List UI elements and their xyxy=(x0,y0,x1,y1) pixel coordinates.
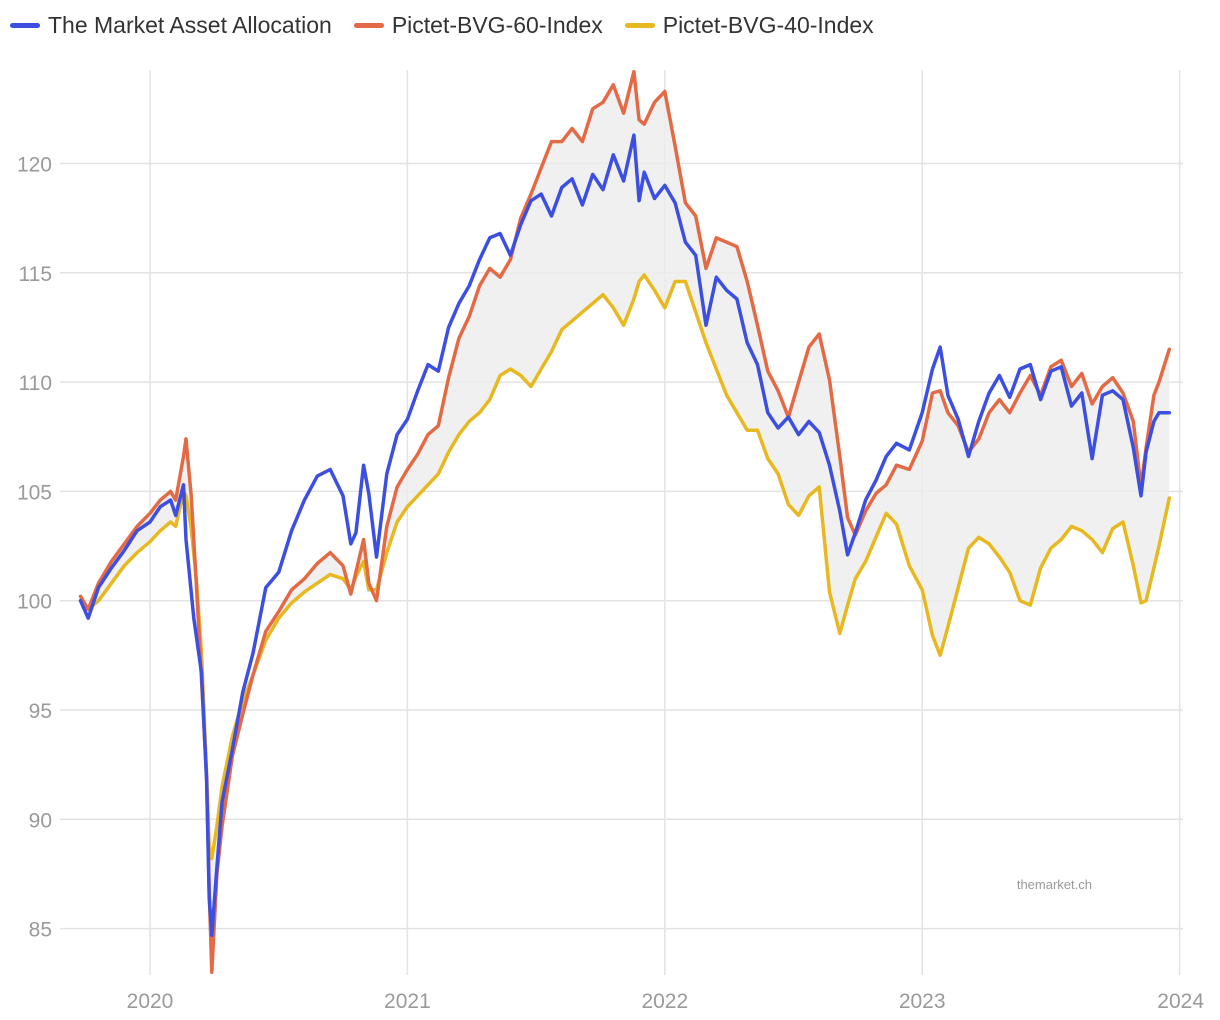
y-axis: 85 90 95 100 105 110 115 120 xyxy=(17,154,52,942)
y-tick-label: 100 xyxy=(17,591,52,614)
legend-swatch-market-asset-allocation xyxy=(10,23,40,28)
x-tick-label: 2021 xyxy=(384,990,431,1013)
y-tick-label: 115 xyxy=(19,263,52,286)
legend-swatch-bvg-40 xyxy=(624,23,655,28)
legend-item-market-asset-allocation[interactable]: The Market Asset Allocation xyxy=(10,12,332,39)
range-band xyxy=(80,71,1170,973)
legend-item-bvg-60[interactable]: Pictet-BVG-60-Index xyxy=(353,12,603,39)
x-tick-label: 2020 xyxy=(127,990,174,1013)
x-tick-label: 2022 xyxy=(641,990,688,1013)
y-tick-label: 110 xyxy=(19,372,52,395)
watermark-annotation: themarket.ch xyxy=(1017,877,1092,892)
legend-item-bvg-40[interactable]: Pictet-BVG-40-Index xyxy=(624,12,874,39)
legend-label-bvg-60: Pictet-BVG-60-Index xyxy=(391,12,603,38)
series-layer xyxy=(78,69,1172,975)
y-tick-label: 105 xyxy=(17,481,52,504)
legend-label-bvg-40: Pictet-BVG-40-Index xyxy=(662,12,874,38)
y-tick-label: 120 xyxy=(17,154,52,177)
y-tick-label: 90 xyxy=(29,809,52,832)
legend-swatch-bvg-60 xyxy=(353,23,384,28)
x-axis: 2020 2021 2022 2023 2024 xyxy=(127,990,1205,1013)
legend-label-market-asset-allocation: The Market Asset Allocation xyxy=(48,12,332,38)
series-line-bvg-60[interactable] xyxy=(78,69,1172,975)
legend: The Market Asset Allocation Pictet-BVG-6… xyxy=(10,12,874,39)
y-tick-label: 85 xyxy=(29,919,52,942)
series-line-market-asset-allocation[interactable] xyxy=(78,133,1172,937)
x-tick-label: 2024 xyxy=(1157,990,1204,1013)
x-tick-label: 2023 xyxy=(899,990,946,1013)
y-tick-label: 95 xyxy=(29,700,52,723)
series-line-bvg-40[interactable] xyxy=(78,273,1172,861)
band-layer xyxy=(80,71,1170,973)
